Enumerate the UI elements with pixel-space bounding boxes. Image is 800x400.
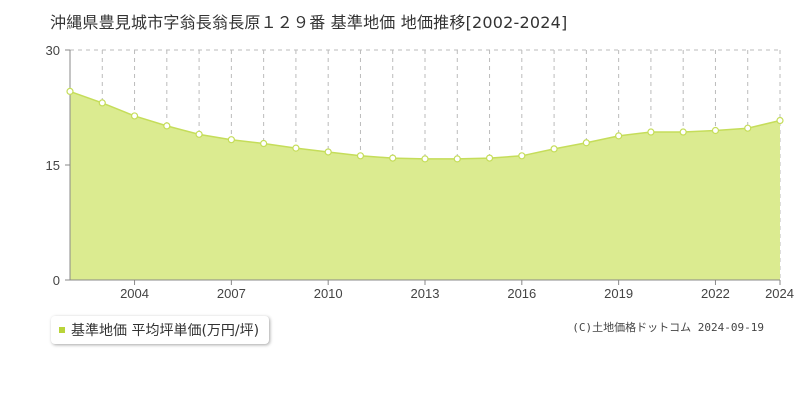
legend-swatch-icon — [59, 327, 65, 333]
data-point — [66, 87, 74, 96]
data-point — [421, 155, 429, 163]
data-point — [130, 112, 139, 120]
legend: 基準地価 平均坪単価(万円/坪) — [51, 316, 270, 344]
data-point — [98, 99, 106, 107]
legend-label: 基準地価 平均坪単価(万円/坪) — [71, 323, 260, 339]
data-point — [356, 152, 365, 160]
x-tick-label: 2022 — [701, 286, 730, 301]
x-tick-label: 2013 — [411, 286, 440, 301]
data-point — [227, 136, 235, 144]
data-point — [453, 155, 461, 163]
y-tick-label: 15 — [46, 158, 60, 173]
x-tick-label: 2019 — [604, 286, 633, 301]
y-tick-label: 30 — [46, 43, 60, 58]
data-point — [485, 154, 494, 162]
data-point — [518, 152, 526, 160]
data-points — [66, 87, 784, 163]
data-point — [582, 139, 590, 147]
data-point — [679, 128, 687, 136]
data-point — [711, 126, 720, 135]
data-point — [647, 128, 655, 136]
chart-title: 沖縄県豊見城市字翁長翁長原１２９番 基準地価 地価推移[2002-2024] — [50, 13, 568, 32]
data-point — [163, 122, 171, 130]
data-point — [260, 139, 268, 148]
x-tick-label: 2016 — [507, 286, 536, 301]
data-point — [744, 124, 752, 132]
data-point — [389, 154, 397, 162]
data-point — [776, 116, 784, 125]
x-tick-label: 2010 — [314, 286, 343, 301]
data-point — [292, 144, 300, 152]
tick-labels: 0 15 30 2004 2007 2010 2013 2016 2019 2022 2024 — [46, 43, 794, 301]
y-tick-label: 0 — [53, 273, 60, 288]
data-point — [550, 145, 558, 153]
area-fill — [70, 91, 780, 281]
data-point — [615, 132, 623, 140]
x-tick-label: 2004 — [120, 286, 149, 301]
copyright-notice: (C)土地価格ドットコム 2024-09-19 — [572, 321, 764, 334]
data-point — [324, 148, 332, 156]
data-point — [195, 130, 203, 138]
x-tick-label: 2007 — [217, 286, 246, 301]
x-tick-label: 2024 — [765, 286, 794, 301]
